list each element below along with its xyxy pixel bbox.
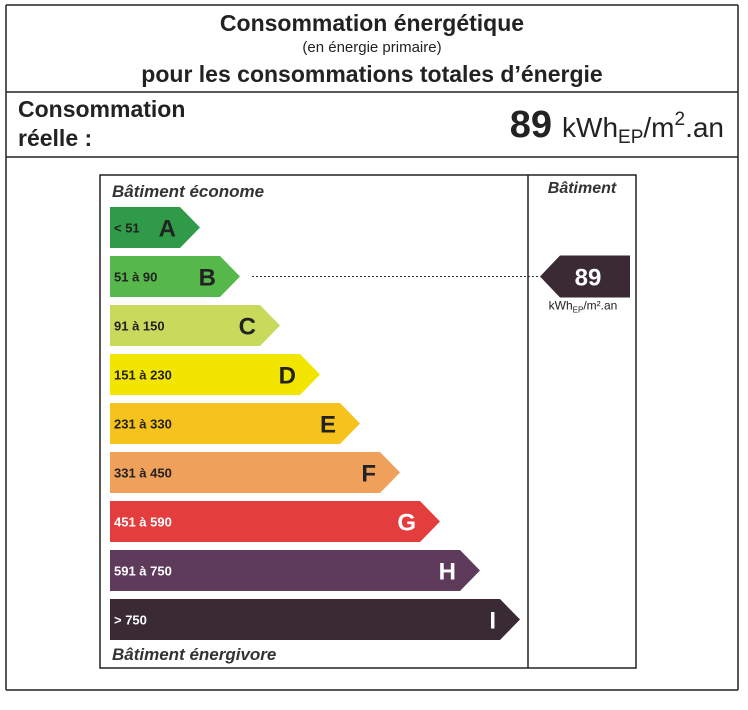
class-letter: D <box>279 363 296 390</box>
consumption-value: 89 <box>510 104 552 146</box>
class-letter: F <box>361 461 376 488</box>
unit: /m².an <box>583 299 617 313</box>
class-letter: C <box>239 314 256 341</box>
class-letter: H <box>439 559 456 586</box>
unit-sub: EP <box>573 306 584 315</box>
consumption-value-line: 89 kWhEP/m2.an <box>510 104 724 148</box>
class-bar <box>110 354 320 395</box>
unit: kWh <box>549 299 573 313</box>
unit: kWh <box>562 112 618 143</box>
marker-value: 89 <box>575 265 602 292</box>
class-bar <box>110 550 480 591</box>
class-letter: B <box>199 265 216 292</box>
class-range: 331 à 450 <box>114 466 172 481</box>
label-top: Bâtiment économe <box>112 182 264 201</box>
class-range: > 750 <box>114 613 147 628</box>
class-letter: G <box>397 510 416 537</box>
unit: /m <box>643 112 674 143</box>
class-range: 231 à 330 <box>114 417 172 432</box>
class-bar <box>110 599 520 640</box>
class-bar <box>110 256 240 297</box>
marker-unit: kWhEP/m².an <box>549 299 618 315</box>
class-bar <box>110 207 200 248</box>
class-letter: E <box>320 412 336 439</box>
class-range: < 51 <box>114 221 140 236</box>
classes: < 51 A 51 à 90 B 91 à 150 C 151 à 230 D 231 à 33… <box>110 207 630 640</box>
label-bottom: Bâtiment énergivore <box>112 645 276 664</box>
unit-sub: EP <box>618 127 643 148</box>
column-header: Bâtiment <box>548 180 617 197</box>
class-range: 451 à 590 <box>114 515 172 530</box>
class-bar <box>110 501 440 542</box>
class-range: 51 à 90 <box>114 270 157 285</box>
frame <box>5 4 739 691</box>
class-range: 91 à 150 <box>114 319 165 334</box>
marker-arrow <box>540 255 630 298</box>
title-line2: pour les consommations totales d’énergie <box>141 61 602 87</box>
class-letter: I <box>489 608 496 635</box>
unit: .an <box>685 112 724 143</box>
consumption-label: Consommation <box>18 96 185 122</box>
class-bar <box>110 403 360 444</box>
title: Consommation énergétique <box>220 10 524 36</box>
class-bar <box>110 305 280 346</box>
unit-sup: 2 <box>674 109 685 130</box>
class-range: 151 à 230 <box>114 368 172 383</box>
label-box <box>99 174 637 669</box>
consumption-label: réelle : <box>18 125 92 151</box>
class-range: 591 à 750 <box>114 564 172 579</box>
subtitle: (en énergie primaire) <box>302 39 441 56</box>
class-bar <box>110 452 400 493</box>
class-letter: A <box>159 216 176 243</box>
